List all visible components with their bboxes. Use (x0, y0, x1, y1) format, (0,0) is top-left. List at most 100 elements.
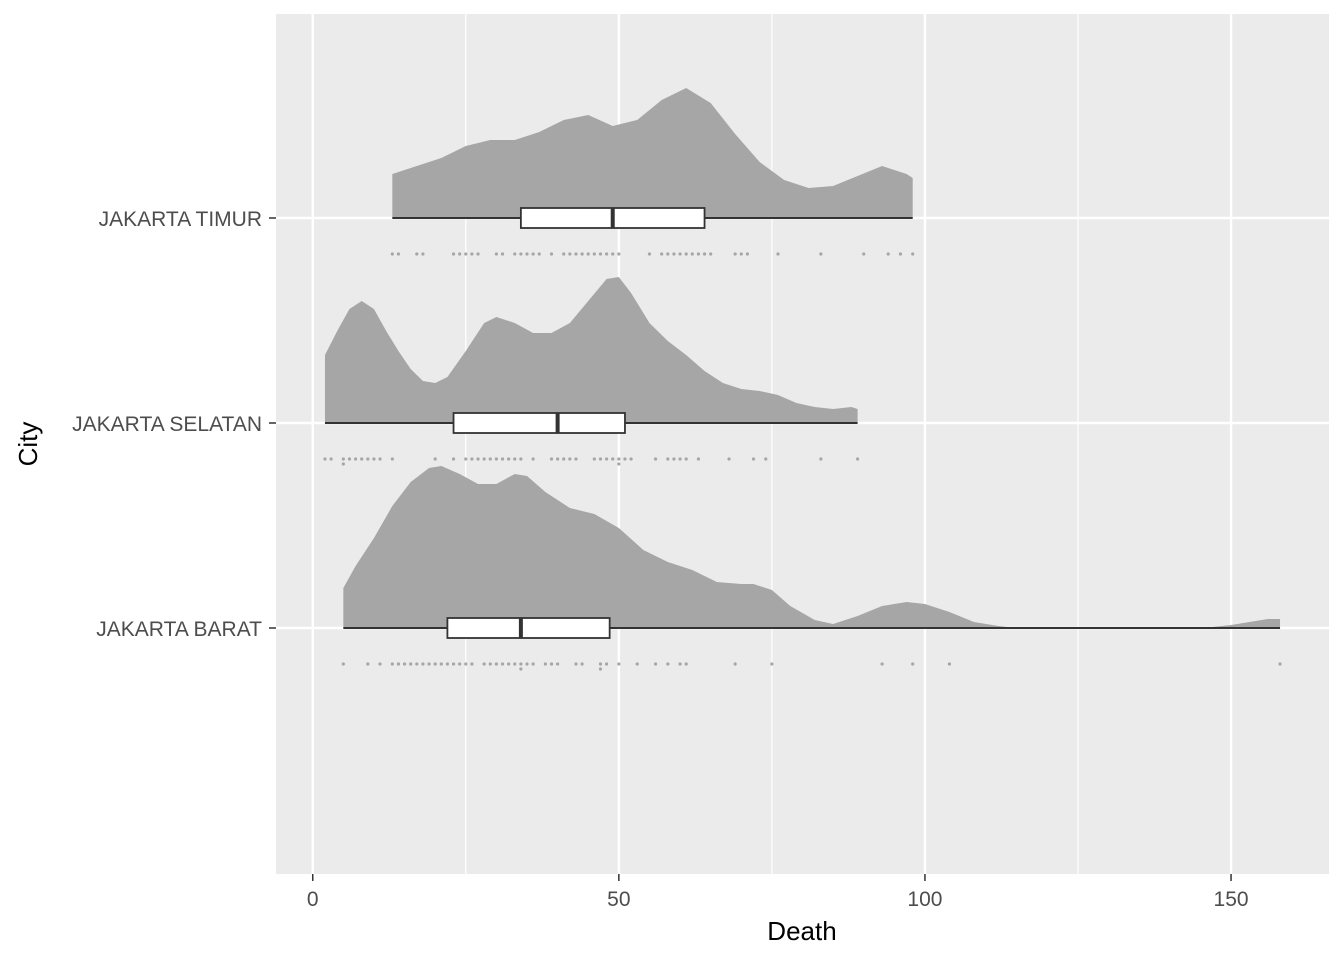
rain-point (592, 457, 596, 461)
rain-point (519, 252, 523, 256)
rain-point (898, 252, 903, 256)
rain-point (396, 252, 401, 256)
rain-point (696, 457, 701, 461)
rain-point (880, 662, 884, 666)
rain-point (678, 252, 682, 256)
rain-point (776, 252, 780, 256)
rain-point (611, 457, 615, 461)
rain-point (666, 457, 670, 461)
rain-point (549, 662, 554, 666)
rain-point (604, 252, 609, 256)
rain-point (751, 457, 756, 461)
x-tick-label: 150 (1214, 888, 1249, 911)
rain-point (672, 457, 676, 461)
rain-point (855, 457, 860, 461)
rain-point (678, 662, 682, 666)
rain-point (556, 457, 560, 461)
rain-point (378, 457, 382, 461)
rain-point (439, 662, 443, 666)
rain-point (415, 662, 419, 666)
rain-point (604, 662, 609, 666)
rain-point (733, 252, 737, 256)
rain-point (372, 457, 376, 461)
rain-point (476, 457, 480, 461)
raw-points (323, 252, 1282, 671)
rain-point (488, 457, 492, 461)
rain-point (464, 252, 468, 256)
rain-point (617, 252, 621, 256)
density-cloud-jakarta-timur (392, 88, 913, 218)
rain-point (568, 457, 572, 461)
rain-point (415, 252, 419, 256)
rain-point (672, 252, 676, 256)
rain-point (421, 662, 425, 666)
rain-point (451, 662, 456, 666)
box-jakarta-barat (446, 617, 611, 639)
rain-point (745, 252, 750, 256)
y-tick-label: JAKARTA BARAT (96, 618, 262, 641)
boxplots (324, 207, 1281, 639)
rain-point (537, 252, 541, 256)
rain-point (531, 252, 535, 256)
rain-point (494, 662, 498, 666)
rain-point (568, 252, 572, 256)
rain-point (451, 457, 456, 461)
rain-point (678, 457, 682, 461)
x-tick-label: 100 (907, 888, 942, 911)
rain-point (733, 662, 737, 666)
rain-point (623, 457, 627, 461)
rain-point (360, 457, 364, 461)
rain-point (911, 252, 915, 256)
rain-point (421, 252, 425, 256)
rain-point (519, 662, 523, 666)
rain-point (702, 252, 707, 256)
rain-point (580, 662, 584, 666)
rain-point (709, 252, 713, 256)
rain-point (507, 457, 511, 461)
rain-point (341, 462, 345, 466)
rain-point (666, 252, 670, 256)
rain-point (378, 662, 382, 666)
rain-point (911, 662, 915, 666)
rain-point (458, 252, 462, 256)
rain-point (513, 662, 517, 666)
rain-point (653, 457, 658, 461)
rain-point (525, 662, 529, 666)
rain-point (947, 662, 952, 666)
plot-panel (276, 14, 1329, 874)
rain-point (574, 457, 578, 461)
rain-point (500, 662, 505, 666)
rain-point (556, 662, 560, 666)
rain-point (366, 662, 370, 666)
rain-point (390, 457, 394, 461)
x-axis-title: Death (767, 916, 836, 946)
rain-point (617, 457, 621, 461)
rain-point (764, 457, 768, 461)
rain-point (684, 252, 688, 256)
rain-point (684, 457, 688, 461)
y-tick-label: JAKARTA SELATAN (72, 413, 262, 436)
rain-point (494, 252, 498, 256)
rain-point (476, 252, 480, 256)
rain-point (617, 662, 621, 666)
rain-point (886, 252, 890, 256)
rain-point (531, 662, 535, 666)
rain-point (574, 252, 578, 256)
rain-point (500, 252, 505, 256)
rain-point (470, 252, 474, 256)
rain-point (409, 662, 413, 666)
rain-point (433, 457, 437, 461)
rain-point (353, 457, 358, 461)
rain-point (482, 662, 486, 666)
x-tick-label: 50 (607, 888, 630, 911)
axis-ticks: 0 50 100 150 JAKARTA BARAT JAKARTA SELATAN JAK… (72, 208, 1248, 911)
rain-point (464, 662, 468, 666)
rain-point (445, 662, 450, 666)
rain-point (580, 252, 584, 256)
rain-point (531, 457, 535, 461)
y-tick-label: JAKARTA TIMUR (99, 208, 262, 231)
rain-point (617, 462, 621, 466)
rain-point (604, 457, 609, 461)
rain-point (635, 662, 639, 666)
